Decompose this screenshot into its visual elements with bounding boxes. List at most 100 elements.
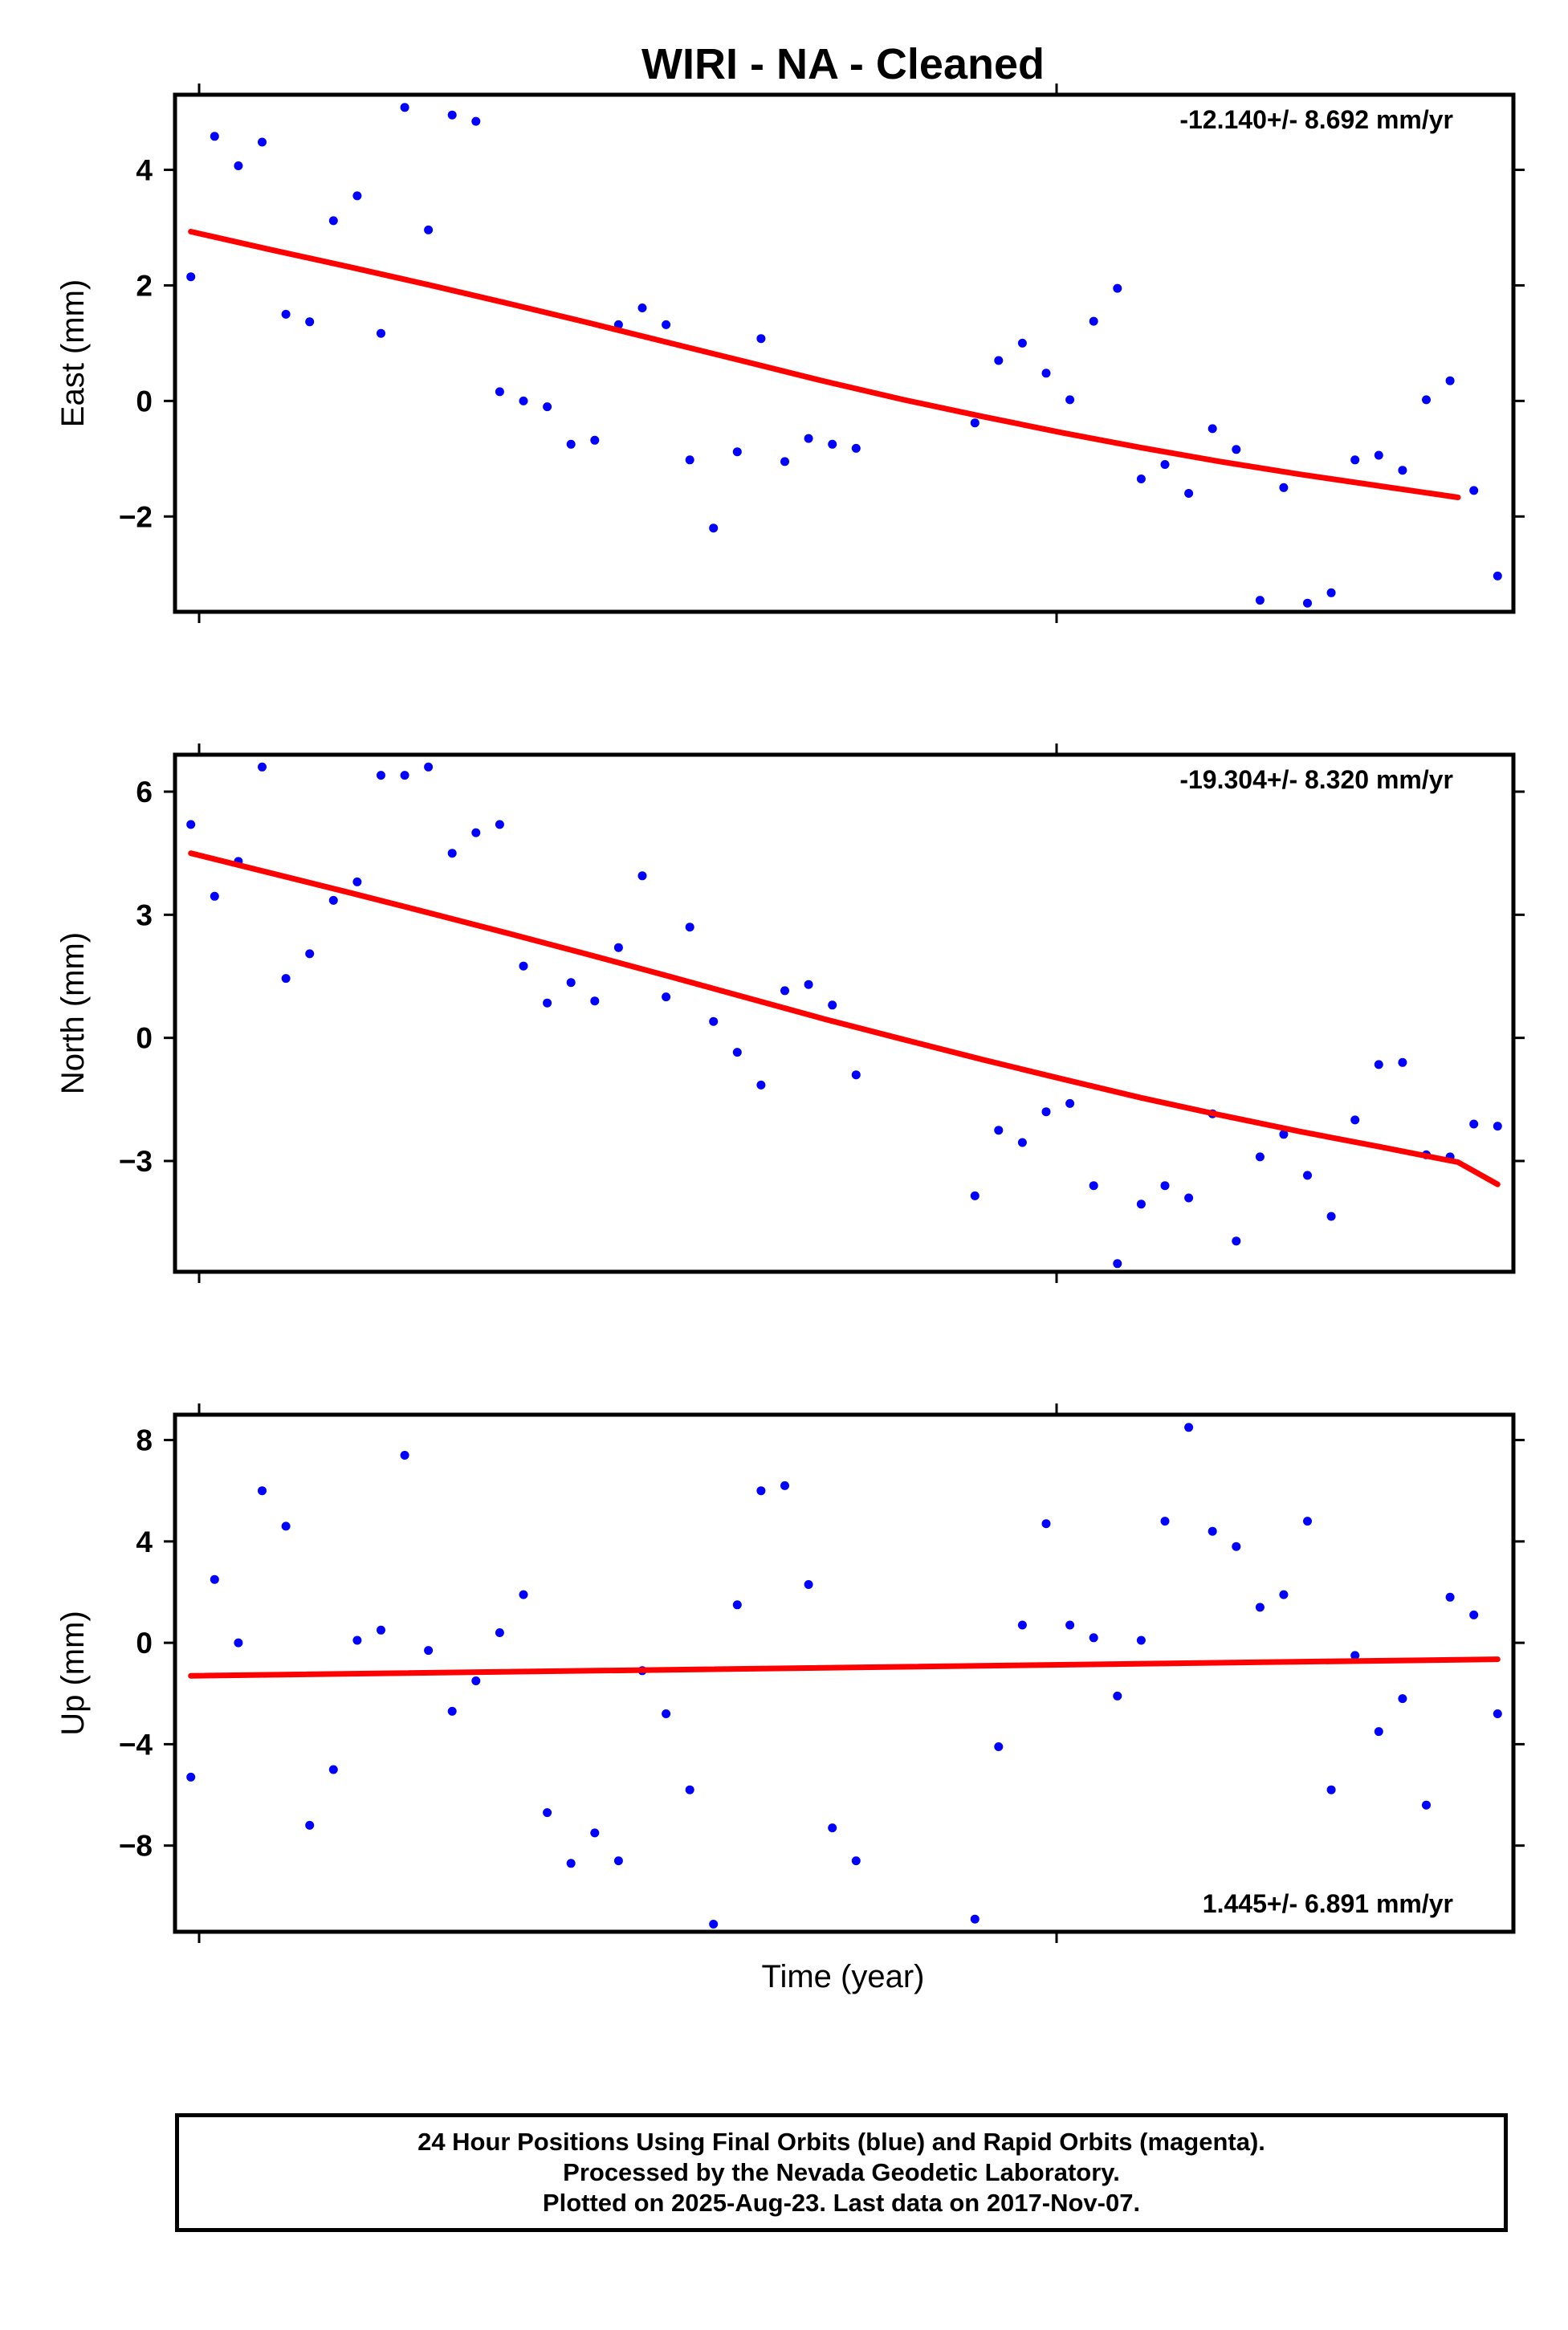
east-fit-line	[188, 229, 1461, 500]
north-data-point	[590, 996, 600, 1006]
north-fit-line	[188, 850, 1501, 1187]
east-data-point	[328, 216, 338, 226]
north-data-point	[1303, 1171, 1312, 1180]
up-data-point	[1422, 1800, 1431, 1810]
east-data-point	[1232, 445, 1241, 454]
up-y-tick-label: 0	[136, 1627, 153, 1660]
east-data-point	[1422, 395, 1431, 405]
east-data-point	[234, 161, 243, 170]
east-data-point	[566, 439, 576, 449]
up-data-point	[613, 1856, 623, 1866]
up-y-axis-label: Up (mm)	[55, 1611, 91, 1736]
east-data-point	[709, 523, 719, 533]
north-data-point	[613, 943, 623, 952]
north-data-point	[1326, 1212, 1336, 1221]
up-data-point	[258, 1486, 267, 1496]
east-data-point	[377, 328, 385, 338]
up-data-point	[1255, 1603, 1265, 1612]
footer-note-box: 24 Hour Positions Using Final Orbits (bl…	[175, 2113, 1508, 2232]
up-data-point	[1041, 1519, 1051, 1529]
east-data-point	[1113, 283, 1122, 293]
east-y-tick-label: 0	[136, 385, 153, 418]
east-data-point	[1136, 475, 1146, 483]
east-data-point	[1255, 596, 1265, 605]
up-data-point	[709, 1920, 719, 1929]
x-axis-label: Time (year)	[762, 1959, 925, 1994]
east-plot-frame	[173, 92, 1516, 614]
north-data-point	[424, 762, 434, 772]
north-y-axis-label: North (mm)	[55, 932, 91, 1094]
up-data-point	[685, 1785, 694, 1794]
up-data-point	[424, 1646, 434, 1656]
up-data-point	[328, 1765, 338, 1774]
east-data-point	[1303, 598, 1312, 608]
north-data-point	[851, 1070, 861, 1080]
up-data-point	[1469, 1610, 1479, 1619]
north-data-point	[994, 1126, 1004, 1135]
footer-line-1: 24 Hour Positions Using Final Orbits (bl…	[417, 2128, 1265, 2156]
east-data-point	[780, 457, 789, 466]
north-data-point	[495, 820, 504, 829]
up-data-point	[828, 1823, 837, 1833]
up-data-point	[471, 1676, 481, 1685]
east-panel: −2 0 2 4 East (mm) -12.140+/- 8.692 mm/yr	[55, 84, 1525, 623]
east-data-point	[1493, 571, 1502, 580]
up-data-point	[400, 1451, 409, 1460]
north-data-point	[804, 980, 813, 989]
east-data-point	[828, 439, 837, 449]
north-data-point	[186, 820, 196, 829]
up-data-point	[756, 1486, 766, 1496]
footer-line-2: Processed by the Nevada Geodetic Laborat…	[563, 2158, 1120, 2186]
east-data-point	[1041, 369, 1051, 378]
north-data-point	[1017, 1138, 1027, 1147]
north-data-point	[328, 895, 338, 905]
east-data-point	[1398, 466, 1407, 475]
up-data-point	[519, 1590, 528, 1599]
east-data-point	[1089, 316, 1098, 326]
up-data-point	[1398, 1694, 1407, 1704]
east-data-point	[637, 303, 647, 312]
up-data-point	[994, 1742, 1004, 1751]
east-data-point	[1374, 450, 1383, 460]
north-data-point	[780, 986, 789, 996]
up-data-point	[352, 1635, 362, 1645]
east-data-point	[519, 396, 528, 405]
up-data-point	[210, 1574, 219, 1584]
up-data-point	[662, 1709, 671, 1718]
north-data-point	[1136, 1200, 1146, 1209]
east-data-point	[590, 435, 600, 445]
north-data-point	[1255, 1152, 1265, 1162]
north-data-point	[1350, 1115, 1360, 1125]
up-y-tick-label: 4	[136, 1525, 153, 1558]
east-data-point	[400, 103, 409, 112]
north-data-point	[352, 877, 362, 886]
up-data-point	[804, 1580, 813, 1589]
north-data-point	[281, 974, 291, 984]
east-data-point	[1469, 486, 1479, 495]
east-data-point	[804, 434, 813, 443]
up-data-point	[851, 1856, 861, 1866]
up-data-point	[1208, 1526, 1217, 1536]
north-data-point	[1279, 1130, 1289, 1139]
up-data-point	[305, 1820, 315, 1830]
east-data-point	[424, 225, 434, 234]
east-data-point	[732, 447, 742, 457]
east-data-point	[281, 309, 291, 319]
north-data-point	[709, 1016, 719, 1026]
up-data-point	[1493, 1709, 1502, 1718]
east-y-tick-label: 2	[136, 269, 153, 302]
east-data-point	[1279, 483, 1289, 492]
east-data-point	[210, 132, 219, 141]
east-data-point	[543, 402, 552, 412]
north-data-point	[1184, 1193, 1194, 1203]
up-data-point	[1184, 1423, 1194, 1432]
north-data-point	[1232, 1236, 1241, 1246]
up-data-point	[1065, 1620, 1075, 1630]
up-data-point	[543, 1808, 552, 1818]
up-data-point	[1326, 1785, 1336, 1794]
up-data-point	[447, 1706, 457, 1716]
up-data-point	[566, 1859, 576, 1868]
north-data-point	[685, 923, 694, 932]
east-data-point	[1208, 424, 1217, 434]
